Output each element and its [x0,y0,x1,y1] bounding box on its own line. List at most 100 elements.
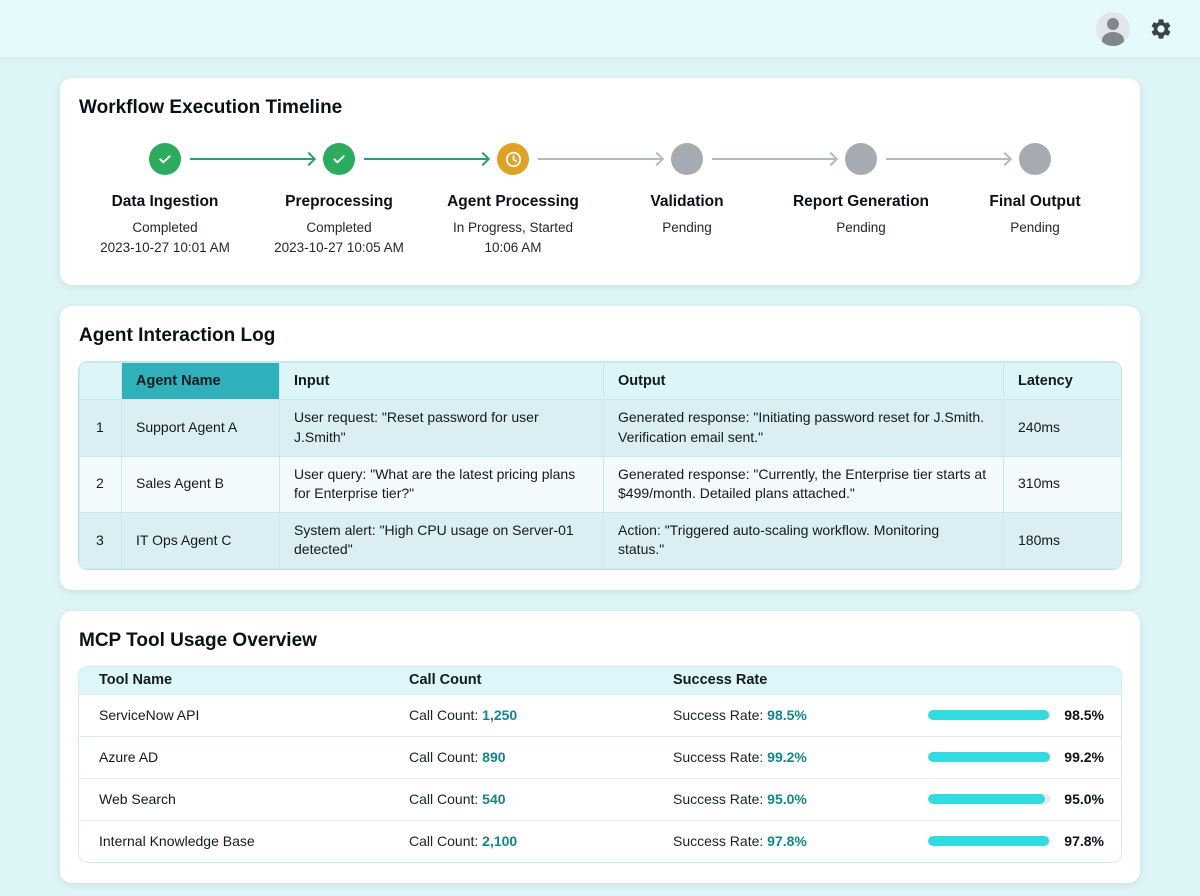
step-pending-badge [845,143,877,175]
step-timestamp: 2023-10-27 10:05 AM [274,239,404,255]
call-count-label: Call Count: [409,749,483,766]
header-input[interactable]: Input [279,362,604,401]
success-rate-bar-fill [928,710,1050,721]
header-latency[interactable]: Latency [1003,362,1121,401]
arrow-right-icon [364,158,488,160]
timeline-title: Workflow Execution Timeline [79,97,343,118]
step-status: Completed [306,220,372,235]
success-rate-bar [928,794,1052,805]
arrow-right-icon [712,158,836,160]
timeline-step-data-ingestion: Data Ingestion Completed 2023-10-27 10:0… [78,143,314,257]
main-content: Workflow Execution Timeline Data Ingesti… [0,58,1200,883]
step-timestamp: 10:06 AM [484,239,542,255]
step-name: Data Ingestion [111,193,219,210]
step-status: Completed [132,220,198,235]
success-rate-percent: 99.2% [1064,749,1104,766]
latency-cell: 310ms [1003,455,1121,513]
row-number: 3 [79,511,122,569]
timeline-step-final-output: Final Output Pending [948,143,1122,257]
mcp-usage-table: Tool Name Call Count Success Rate Servic… [78,665,1122,863]
success-rate-label: Success Rate: [673,749,768,766]
agent-name-cell: Support Agent A [121,399,280,457]
table-header-row: Agent Name Input Output Latency [79,362,1121,401]
table-row: 3 IT Ops Agent C System alert: "High CPU… [79,511,1121,569]
top-bar [0,0,1200,58]
success-rate-percent: 97.8% [1064,833,1104,850]
step-name: Preprocessing [285,193,393,210]
success-rate-bar [928,836,1052,847]
success-rate-value: 97.8% [767,833,807,850]
tool-name: ServiceNow API [99,707,200,724]
mcp-header-row: Tool Name Call Count Success Rate [79,666,1121,694]
output-cell: Generated response: "Currently, the Ente… [603,455,1004,513]
success-rate-bar-fill [928,794,1046,805]
call-count-value: 1,250 [482,707,518,724]
step-name: Final Output [989,193,1081,210]
call-count-label: Call Count: [409,791,483,808]
workflow-timeline-card: Workflow Execution Timeline Data Ingesti… [60,78,1140,286]
mcp-row-web-search: Web Search Call Count: 540 Success Rate:… [79,777,1121,820]
step-name: Validation [650,193,724,210]
arrow-right-icon [538,158,662,160]
step-name: Report Generation [792,193,930,210]
step-pending-badge [671,143,703,175]
step-pending-badge [1019,143,1051,175]
step-inprogress-badge [497,143,529,175]
agent-name-cell: Sales Agent B [121,455,280,513]
table-row: 2 Sales Agent B User query: "What are th… [79,455,1121,513]
success-rate-value: 95.0% [767,791,807,808]
step-status: Pending [836,220,886,235]
header-tool-name: Tool Name [99,672,173,689]
output-cell: Action: "Triggered auto-scaling workflow… [603,511,1004,569]
tool-name: Internal Knowledge Base [99,833,255,850]
mcp-row-servicenow: ServiceNow API Call Count: 1,250 Success… [79,693,1121,736]
agent-interaction-log-card: Agent Interaction Log Agent Name Input O… [60,306,1140,590]
row-number: 2 [79,455,122,513]
step-completed-badge [323,143,355,175]
step-timestamp: 2023-10-27 10:01 AM [100,239,230,255]
avatar-head-icon [1107,17,1119,30]
step-status: Pending [1010,220,1060,235]
success-rate-label: Success Rate: [673,791,768,808]
success-rate-bar [928,710,1052,721]
check-icon [159,155,171,164]
call-count-label: Call Count: [409,833,483,850]
tool-name: Azure AD [99,749,159,766]
timeline-step-preprocessing: Preprocessing Completed 2023-10-27 10:05… [252,143,488,257]
step-status: In Progress, Started [452,220,574,235]
latency-cell: 180ms [1003,511,1121,569]
success-rate-value: 98.5% [767,707,807,724]
success-rate-bar-fill [928,752,1051,763]
latency-cell: 240ms [1003,399,1121,457]
input-cell: User query: "What are the latest pricing… [279,455,604,513]
avatar-body-icon [1102,31,1124,46]
call-count-label: Call Count: [409,707,483,724]
agent-name-cell: IT Ops Agent C [121,511,280,569]
mcp-tool-usage-card: MCP Tool Usage Overview Tool Name Call C… [60,610,1140,883]
header-agent-name[interactable]: Agent Name [121,362,280,401]
check-icon [333,155,345,164]
header-call-count: Call Count [409,672,482,689]
success-rate-value: 99.2% [767,749,807,766]
success-rate-bar-fill [928,836,1049,847]
step-name: Agent Processing [447,193,579,210]
output-cell: Generated response: "Initiating password… [603,399,1004,457]
success-rate-bar [928,752,1052,763]
input-cell: System alert: "High CPU usage on Server-… [279,511,604,569]
input-cell: User request: "Reset password for user J… [279,399,604,457]
clock-icon [505,151,521,167]
timeline: Data Ingestion Completed 2023-10-27 10:0… [78,143,1122,265]
timeline-step-agent-processing: Agent Processing In Progress, Started 10… [426,143,662,257]
call-count-value: 540 [482,791,506,808]
header-output[interactable]: Output [603,362,1004,401]
mcp-row-azure-ad: Azure AD Call Count: 890 Success Rate: 9… [79,735,1121,778]
success-rate-percent: 95.0% [1064,791,1104,808]
user-avatar[interactable] [1096,11,1130,46]
header-row-number [79,362,122,401]
call-count-value: 890 [482,749,506,766]
timeline-step-validation: Validation Pending [600,143,836,257]
agent-log-table: Agent Name Input Output Latency 1 Suppor… [78,361,1122,570]
step-completed-badge [149,143,181,175]
settings-button[interactable] [1148,16,1174,42]
agent-log-title: Agent Interaction Log [79,325,276,347]
